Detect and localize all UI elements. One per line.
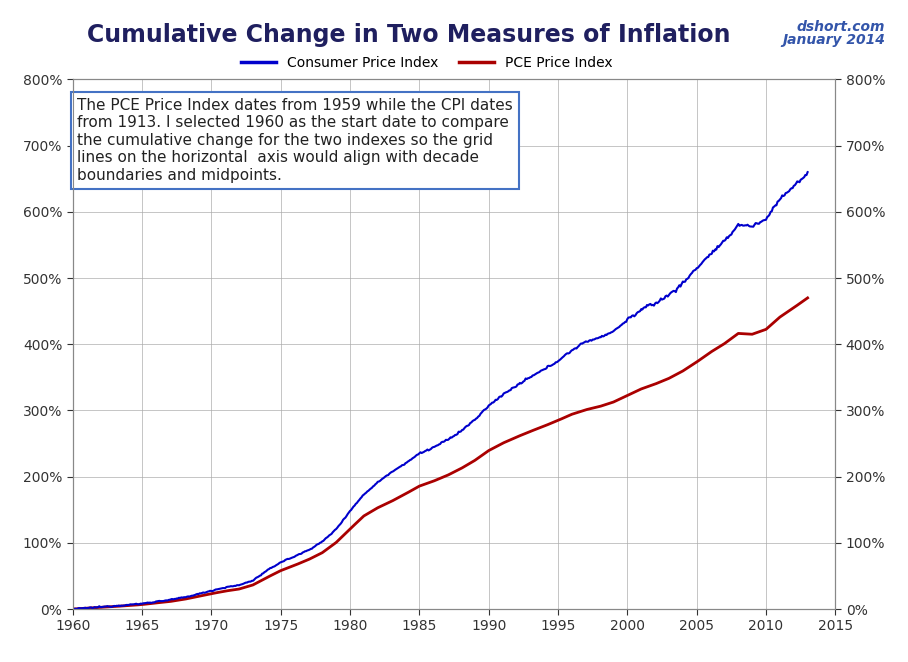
Legend: Consumer Price Index, PCE Price Index: Consumer Price Index, PCE Price Index — [235, 50, 618, 75]
Text: The PCE Price Index dates from 1959 while the CPI dates
from 1913. I selected 19: The PCE Price Index dates from 1959 whil… — [77, 98, 512, 183]
Text: January 2014: January 2014 — [783, 33, 885, 47]
Text: dshort.com: dshort.com — [797, 20, 885, 34]
Text: Cumulative Change in Two Measures of Inflation: Cumulative Change in Two Measures of Inf… — [87, 23, 730, 47]
